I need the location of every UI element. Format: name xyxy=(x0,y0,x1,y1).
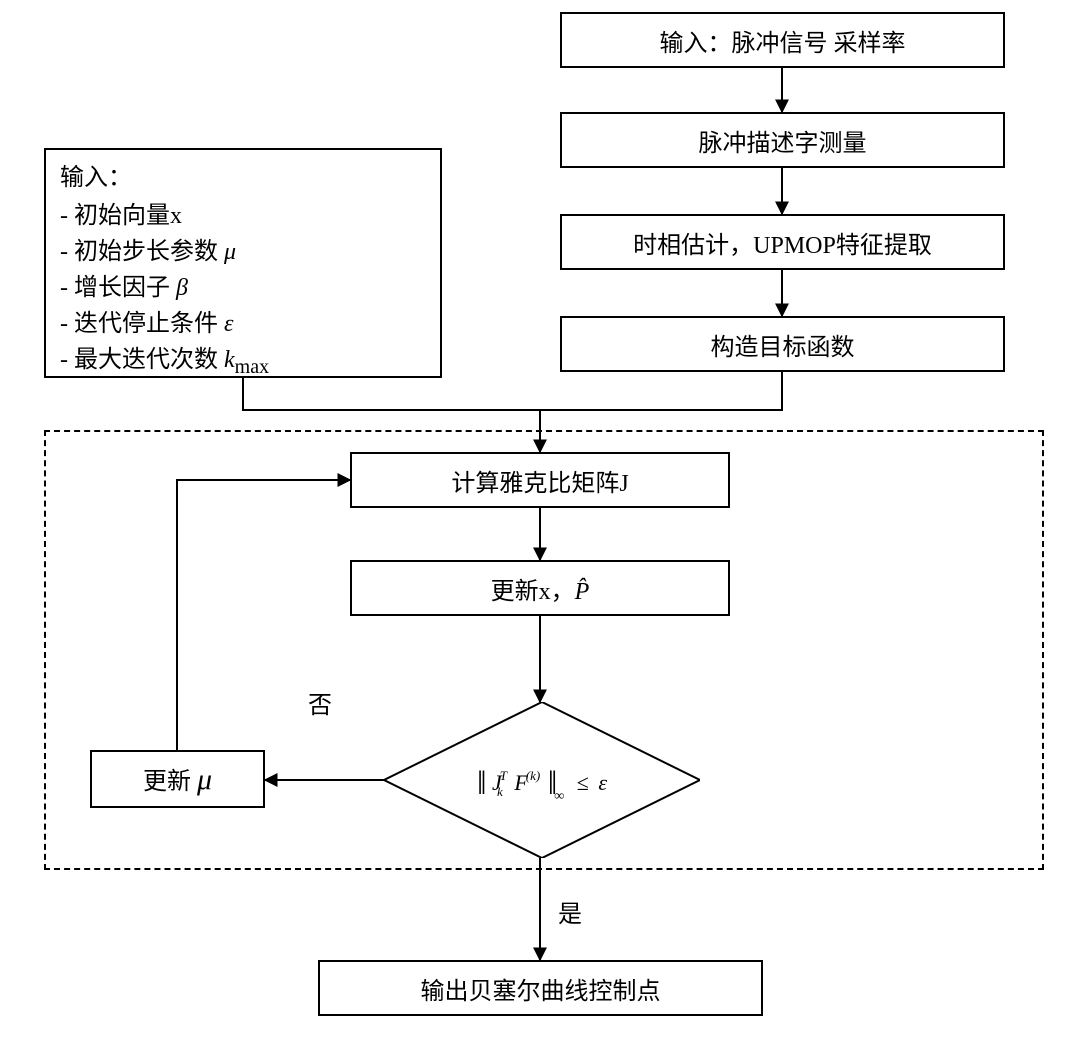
input-title: 输入： xyxy=(60,160,426,196)
input-item: - 初始向量x xyxy=(60,198,426,234)
node-label: 更新x，P̂ xyxy=(491,571,590,606)
node-input-signal: 输入：脉冲信号 采样率 xyxy=(560,12,1005,68)
node-input-params: 输入： - 初始向量x - 初始步长参数 μ - 增长因子 β - 迭代停止条件… xyxy=(44,148,442,378)
input-item: - 初始步长参数 μ xyxy=(60,234,426,270)
node-update-mu: 更新 μ xyxy=(90,750,265,808)
node-label: 输出贝塞尔曲线控制点 xyxy=(421,971,661,1006)
node-label: 计算雅克比矩阵J xyxy=(451,463,628,498)
node-jacobian: 计算雅克比矩阵J xyxy=(350,452,730,508)
node-label: 时相估计，UPMOP特征提取 xyxy=(633,225,932,260)
decision-label: ‖ JTk F(k) ‖∞ ≤ ε xyxy=(384,702,700,858)
decision-node: ‖ JTk F(k) ‖∞ ≤ ε xyxy=(384,702,700,858)
node-label: 构造目标函数 xyxy=(711,327,855,362)
input-item: - 迭代停止条件 ε xyxy=(60,306,426,342)
node-phase-estimate: 时相估计，UPMOP特征提取 xyxy=(560,214,1005,270)
label-no: 否 xyxy=(308,685,332,720)
input-item: - 最大迭代次数 kmax xyxy=(60,342,426,382)
node-label: 更新 μ xyxy=(143,761,212,797)
node-output: 输出贝塞尔曲线控制点 xyxy=(318,960,763,1016)
node-update-xp: 更新x，P̂ xyxy=(350,560,730,616)
node-label: 脉冲描述字测量 xyxy=(699,123,867,158)
node-pulse-descriptor: 脉冲描述字测量 xyxy=(560,112,1005,168)
input-item: - 增长因子 β xyxy=(60,270,426,306)
node-label: 输入：脉冲信号 采样率 xyxy=(660,23,906,58)
node-objective-func: 构造目标函数 xyxy=(560,316,1005,372)
label-yes: 是 xyxy=(558,894,582,929)
